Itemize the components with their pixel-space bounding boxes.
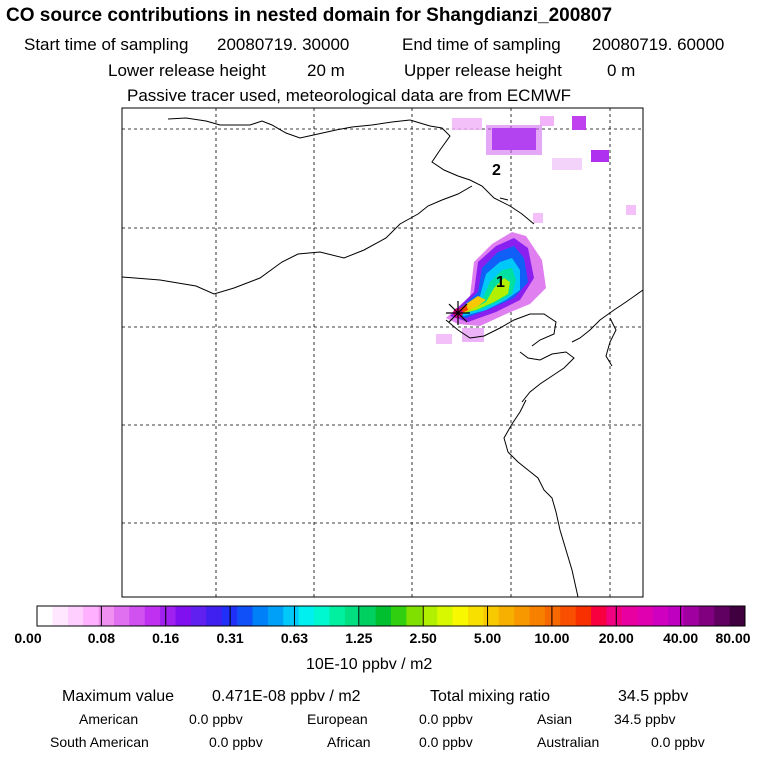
colorbar-tick-label: 0.31: [216, 630, 244, 646]
tracer-note: Passive tracer used, meteorological data…: [127, 86, 572, 105]
colorbar-swatch: [52, 606, 69, 626]
colorbar-swatch: [406, 606, 423, 626]
plume-contours: [436, 116, 636, 344]
colorbar-swatch: [283, 606, 300, 626]
colorbar-swatch: [637, 606, 654, 626]
upper-height-value: 0 m: [607, 61, 636, 80]
colorbar-swatch: [483, 606, 500, 626]
colorbar-swatch: [160, 606, 177, 626]
colorbar-swatch: [452, 606, 469, 626]
colorbar-swatch: [329, 606, 346, 626]
colorbar-tick-label: 10.00: [534, 630, 570, 646]
colorbar-tick-label: 20.00: [598, 630, 634, 646]
region-label: African: [327, 734, 371, 750]
colorbar-swatch: [729, 606, 746, 626]
receptor-site-star: [446, 301, 470, 325]
region-value: 0.0 ppbv: [209, 734, 263, 750]
colorbar-tick-label: 2.50: [409, 630, 437, 646]
colorbar-swatch: [298, 606, 315, 626]
colorbar-swatch: [575, 606, 592, 626]
total-mixing-value: 34.5 ppbv: [618, 688, 689, 705]
region-label: South American: [50, 734, 149, 750]
colorbar-swatch: [621, 606, 638, 626]
lower-height-value: 20 m: [307, 61, 345, 80]
region-value: 0.0 ppbv: [651, 734, 705, 750]
colorbar-tick-label: 5.00: [473, 630, 502, 646]
colorbar-swatch: [129, 606, 146, 626]
region-value: 0.0 ppbv: [419, 734, 473, 750]
colorbar-swatch: [144, 606, 161, 626]
max-value: 0.471E-08 ppbv / m2: [212, 688, 361, 705]
end-time-label: End time of sampling: [402, 35, 561, 54]
lower-height-label: Lower release height: [108, 61, 266, 80]
colorbar-swatch: [467, 606, 484, 626]
region-label: Asian: [537, 711, 573, 727]
colorbar-swatch: [698, 606, 715, 626]
colorbar-swatch: [206, 606, 223, 626]
end-time-value: 20080719. 60000: [592, 35, 725, 54]
colorbar-swatch: [544, 606, 561, 626]
colorbar-swatch: [591, 606, 607, 626]
colorbar-tick-label: 0.63: [280, 630, 309, 646]
colorbar-swatch: [314, 606, 330, 626]
start-time-value: 20080719. 30000: [217, 35, 350, 54]
colorbar-unit: 10E-10 ppbv / m2: [306, 656, 433, 673]
colorbar-swatch: [652, 606, 669, 626]
colorbar-swatch: [714, 606, 731, 626]
colorbar-swatch: [421, 606, 438, 626]
region-label: Australian: [537, 734, 600, 750]
colorbar-swatch: [606, 606, 623, 626]
colorbar-swatch: [252, 606, 269, 626]
colorbar-swatch: [560, 606, 577, 626]
colorbar-swatch: [267, 606, 284, 626]
colorbar-swatch: [175, 606, 192, 626]
colorbar-swatch: [98, 606, 115, 626]
colorbar-swatch: [237, 606, 253, 626]
colorbar-swatch: [391, 606, 407, 626]
colorbar-tick-label: 1.25: [345, 630, 373, 646]
colorbar-swatch: [668, 606, 684, 626]
colorbar-swatch: [498, 606, 515, 626]
figure-title: CO source contributions in nested domain…: [6, 5, 613, 26]
total-mixing-label: Total mixing ratio: [430, 688, 551, 705]
colorbar-tick-label: 0.08: [87, 630, 115, 646]
colorbar-swatch: [683, 606, 700, 626]
colorbar-tick-label: 40.00: [663, 630, 699, 646]
colorbar-swatch: [83, 606, 100, 626]
colorbar-frame: [36, 605, 746, 627]
region-value: 34.5 ppbv: [614, 711, 676, 727]
colorbar-swatch: [360, 606, 377, 626]
colorbar-swatch: [37, 606, 53, 626]
region-value: 0.0 ppbv: [189, 711, 243, 727]
colorbar-tick-label: 80.00: [715, 630, 751, 646]
upper-height-label: Upper release height: [404, 61, 562, 80]
colorbar-swatch: [190, 606, 207, 626]
region-label: American: [79, 711, 139, 727]
colorbar-swatch: [344, 606, 361, 626]
coastlines: [121, 117, 644, 598]
map-frame: [121, 107, 644, 598]
colorbar-tick-label: 0.16: [152, 630, 180, 646]
region-label: European: [307, 711, 368, 727]
colorbar-swatch: [67, 606, 84, 626]
max-value-label: Maximum value: [62, 688, 175, 705]
colorbar-swatch: [514, 606, 531, 626]
colorbar-swatch: [113, 606, 130, 626]
colorbar-tick-label: 0.00: [14, 630, 42, 646]
colorbar-swatch: [375, 606, 392, 626]
marker-1: 1: [496, 274, 505, 291]
colorbar: [36, 605, 746, 627]
start-time-label: Start time of sampling: [24, 35, 189, 54]
colorbar-swatch: [437, 606, 454, 626]
marker-2: 2: [492, 162, 501, 179]
region-value: 0.0 ppbv: [419, 711, 473, 727]
colorbar-swatch: [529, 606, 546, 626]
map-gridlines: [122, 108, 643, 597]
